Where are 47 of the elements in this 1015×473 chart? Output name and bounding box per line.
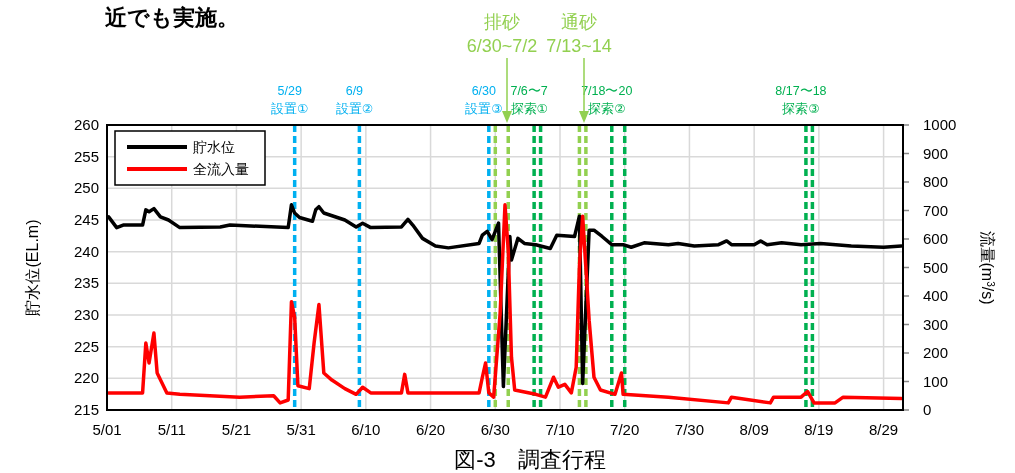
ref-line-label: 7/18〜20 探索② xyxy=(581,84,633,116)
y2-tick-label: 300 xyxy=(923,315,949,333)
ref-line-label: 8/17〜18 探索③ xyxy=(775,84,827,116)
y-tick-label: 215 xyxy=(73,401,99,418)
y-tick-label: 220 xyxy=(73,369,99,387)
y2-tick-label: 500 xyxy=(923,258,949,276)
legend-label: 全流入量 xyxy=(193,161,249,177)
y-tick-label: 255 xyxy=(73,147,99,165)
text: 排砂 6/30~7/2 xyxy=(466,12,538,56)
y-tick-label: 230 xyxy=(73,306,99,323)
x-tick-label: 8/09 xyxy=(739,421,769,438)
y2-tick-label: 700 xyxy=(923,201,949,219)
x-tick-label: 8/29 xyxy=(868,421,899,438)
y-tick-label: 240 xyxy=(73,242,99,260)
y-tick-label: 260 xyxy=(73,116,99,133)
x-tick-label: 7/10 xyxy=(545,421,575,438)
text: 近でも実施。 xyxy=(104,5,239,30)
y2-tick-label: 0 xyxy=(923,401,932,418)
x-tick-label: 8/19 xyxy=(804,421,834,438)
x-tick-label: 5/31 xyxy=(286,421,316,438)
y2-tick-label: 600 xyxy=(923,230,949,247)
x-tick-label: 6/10 xyxy=(351,421,381,438)
y2-tick-label: 400 xyxy=(923,287,949,304)
x-tick-label: 7/20 xyxy=(610,421,640,438)
x-tick-label: 5/01 xyxy=(92,421,122,438)
y2-tick-label: 800 xyxy=(923,173,949,190)
y2-tick-label: 100 xyxy=(923,372,949,390)
y-tick-label: 245 xyxy=(73,211,99,228)
y-tick-label: 250 xyxy=(73,179,99,197)
ref-line-label: 7/6〜7 探索① xyxy=(510,84,548,116)
legend-label: 貯水位 xyxy=(193,139,235,155)
y-tick-label: 225 xyxy=(73,337,99,355)
x-tick-label: 6/20 xyxy=(415,421,446,438)
y-axis-title: 貯水位(EL.m) xyxy=(24,219,41,316)
y2-tick-label: 1000 xyxy=(923,116,957,133)
y2-tick-label: 200 xyxy=(923,344,949,361)
text: 図-3 調査行程 xyxy=(454,447,606,472)
y2-tick-label: 900 xyxy=(923,144,949,162)
y-tick-label: 235 xyxy=(73,274,99,292)
x-tick-label: 5/11 xyxy=(157,421,186,438)
text: 通砂 7/13~14 xyxy=(546,12,612,56)
x-tick-label: 7/30 xyxy=(674,421,705,438)
ref-line-label: 6/30 設置③ xyxy=(465,84,503,116)
x-tick-label: 6/30 xyxy=(480,421,510,438)
x-tick-label: 5/21 xyxy=(221,421,252,438)
ref-line-label: 6/9 設置② xyxy=(335,84,373,116)
ref-line-label: 5/29 設置① xyxy=(271,84,309,116)
